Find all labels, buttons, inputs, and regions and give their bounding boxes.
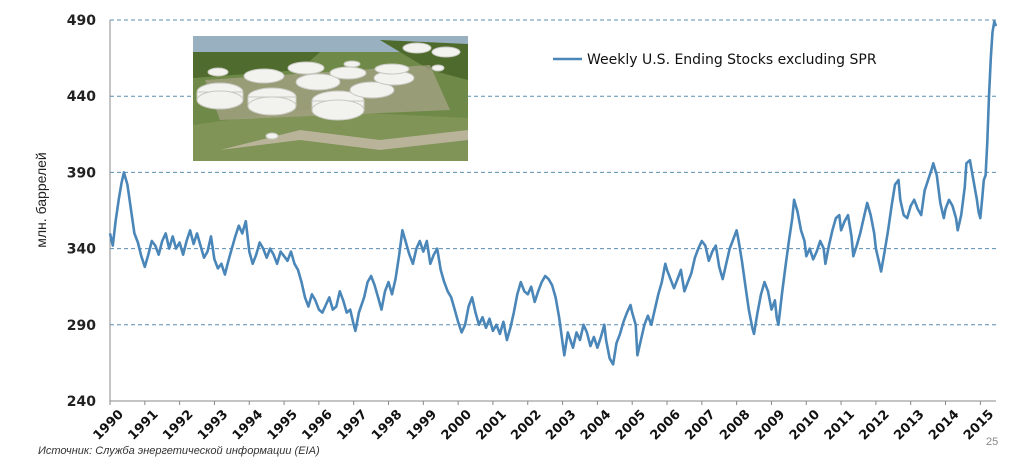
source-note: Источник: Служба энергетической информац… — [38, 445, 320, 457]
legend: Weekly U.S. Ending Stocks excluding SPR — [553, 52, 877, 68]
x-tick-label: 2012 — [857, 407, 893, 443]
x-tick-label: 1993 — [195, 407, 231, 443]
x-tick-label: 2010 — [787, 407, 823, 443]
x-tick-label: 1992 — [160, 407, 196, 443]
y-axis-label: млн. баррелей — [33, 152, 49, 247]
x-tick-label: 1998 — [369, 407, 405, 443]
page-number: 25 — [986, 436, 999, 448]
x-tick-label: 2000 — [439, 407, 475, 443]
series-line-weekly-us-ending-stocks — [108, 20, 998, 366]
x-tick-label: 2008 — [717, 407, 753, 443]
x-tick-label: 1999 — [404, 407, 440, 443]
x-tick-label: 2006 — [648, 407, 684, 443]
legend-label: Weekly U.S. Ending Stocks excluding SPR — [587, 52, 877, 68]
x-tick-label: 2007 — [682, 407, 718, 443]
x-tick-label: 2014 — [926, 407, 962, 443]
x-tick-label: 1997 — [334, 407, 370, 443]
x-tick-label: 1994 — [230, 407, 266, 443]
x-tick-label: 2009 — [752, 407, 788, 443]
x-tick-label: 2002 — [508, 407, 544, 443]
x-tick-label: 1990 — [91, 407, 127, 443]
x-tick-label: 2001 — [474, 407, 510, 443]
x-tick-label: 2004 — [578, 407, 614, 443]
x-tick-label: 2013 — [891, 407, 927, 443]
y-tick-label: 290 — [67, 318, 96, 334]
y-tick-label: 390 — [67, 165, 96, 181]
y-tick-label: 440 — [67, 89, 96, 105]
x-tick-label: 2011 — [822, 407, 858, 443]
x-tick-label: 2005 — [613, 407, 649, 443]
x-tick-labels: 1990199119921993199419951996199719981999… — [91, 401, 997, 443]
oil-storage-tanks-photo — [193, 36, 468, 161]
y-tick-label: 240 — [67, 394, 96, 410]
x-tick-label: 2003 — [543, 407, 579, 443]
y-tick-label: 490 — [67, 13, 96, 29]
x-tick-label: 1996 — [300, 407, 336, 443]
x-tick-label: 1991 — [125, 407, 161, 443]
y-tick-labels: 240 290 340 390 440 490 — [67, 13, 96, 410]
x-tick-label: 1995 — [265, 407, 301, 443]
y-tick-label: 340 — [67, 242, 96, 258]
